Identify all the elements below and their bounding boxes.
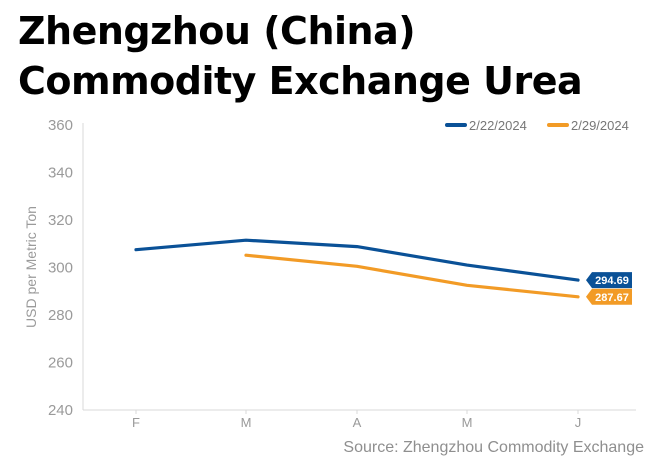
y-tick-label: 340 [48,165,73,182]
series-line-1 [134,238,580,282]
x-tick-label: F [132,415,140,430]
x-tick-label: J [575,415,582,430]
series-line-2 [244,253,580,299]
y-axis-label: USD per Metric Ton [23,206,39,328]
chart-title: Zhengzhou (China) Commodity Exchange Ure… [18,9,583,103]
legend: 2/22/2024 2/29/2024 [445,118,629,133]
y-tick-label: 280 [48,307,73,324]
end-value-label: 287.67 [595,292,629,304]
x-tick-label: M [241,415,252,430]
y-tick-label: 260 [48,355,73,372]
end-value-tag [586,288,632,305]
y-tick-label: 360 [48,117,73,134]
y-tick-label: 300 [48,260,73,277]
legend-label: 2/22/2024 [469,118,527,133]
y-tick-label: 240 [48,402,73,419]
x-tick-label: M [462,415,473,430]
end-value-tag [586,272,632,289]
y-tick-label: 320 [48,212,73,229]
end-value-label: 294.69 [595,275,629,287]
legend-label: 2/29/2024 [571,118,629,133]
source-note: Source: Zhengzhou Commodity Exchange [343,439,644,456]
y-axis-ticks: 240 260 280 300 320 340 360 [48,117,73,419]
axes [82,123,636,411]
x-tick-label: A [353,415,362,430]
series-group: 294.69 287.67 [134,238,632,305]
